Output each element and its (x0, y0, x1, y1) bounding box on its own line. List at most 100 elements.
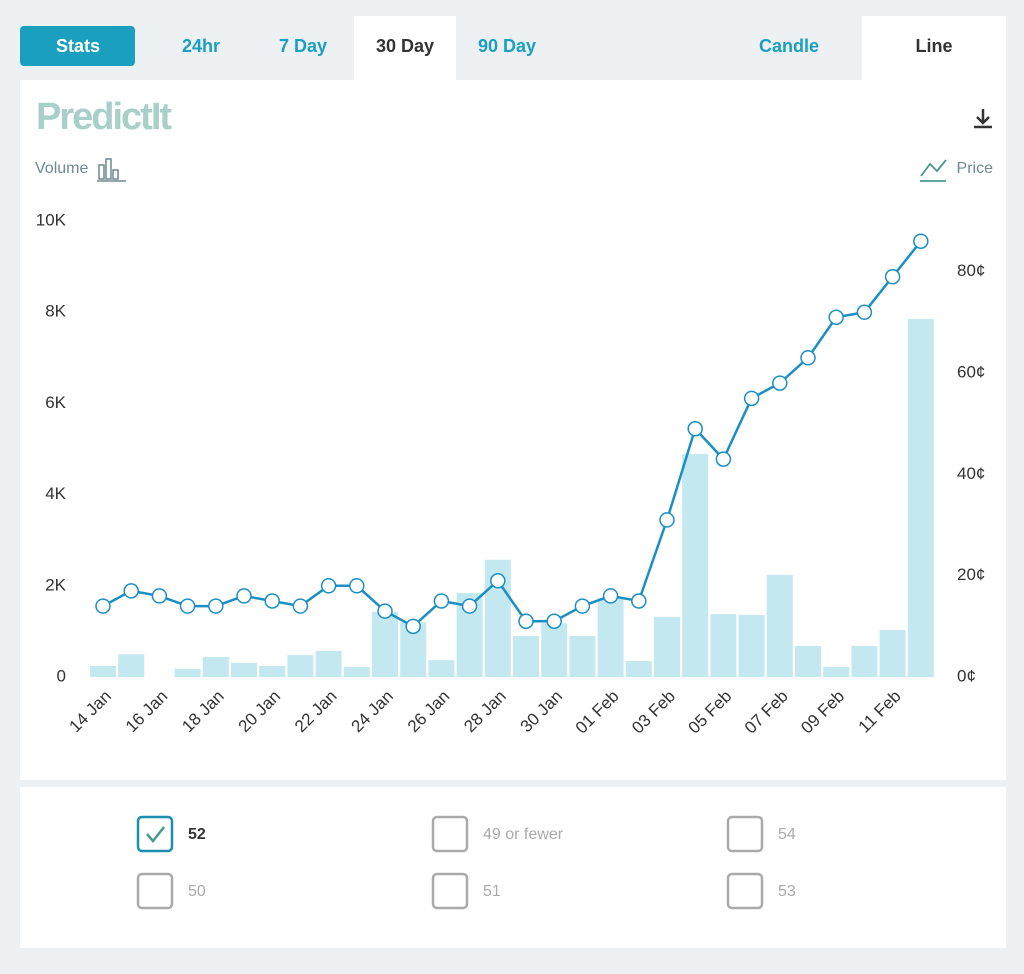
volume-bar (654, 616, 680, 677)
price-point (377, 603, 393, 619)
volume-bar (428, 660, 455, 677)
price-point (461, 598, 478, 614)
volume-bar (287, 655, 314, 677)
tab-label[interactable]: Line (915, 36, 952, 56)
volume-bar (569, 635, 596, 677)
checkbox[interactable] (726, 872, 764, 910)
tab-label[interactable]: 24hr (182, 36, 220, 56)
active-tab[interactable] (354, 16, 456, 80)
volume-bar (851, 645, 878, 677)
price-point (659, 512, 675, 528)
checkbox[interactable] (726, 815, 764, 853)
options-panel (20, 787, 1006, 948)
option-label[interactable]: 53 (778, 883, 796, 900)
logo: PredictIt (36, 96, 172, 138)
volume-bar (259, 666, 286, 677)
volume-bar (710, 614, 737, 677)
legend-label: Volume (35, 160, 88, 177)
price-point (715, 451, 732, 467)
price-point (546, 613, 562, 630)
price-point (884, 268, 901, 285)
price-point (179, 598, 196, 614)
tab-label[interactable]: 90 Day (478, 36, 536, 56)
price-point (349, 578, 365, 594)
price-point (772, 375, 788, 391)
price-point (687, 420, 703, 437)
y-tick-label: 8K (45, 302, 66, 321)
option-label[interactable]: 52 (188, 826, 206, 843)
volume-bar (823, 666, 850, 677)
volume-bar (202, 656, 229, 677)
price-point (320, 578, 337, 594)
checkmark[interactable] (146, 826, 165, 843)
volume-bar (231, 662, 257, 677)
y-tick-label: 4K (45, 484, 66, 503)
volume-icon (97, 158, 126, 182)
volume-bar (738, 614, 765, 677)
stats-label[interactable]: Stats (56, 36, 100, 56)
volume-bar (879, 630, 906, 677)
price-point (602, 588, 619, 604)
volume-bar (795, 645, 821, 677)
price-point (913, 233, 929, 250)
price-point (518, 613, 534, 630)
price-icon (920, 159, 947, 182)
volume-bar (625, 661, 652, 677)
price-point (208, 598, 224, 614)
volume-bar (90, 666, 116, 677)
option-label[interactable]: 51 (483, 883, 501, 900)
price-point (433, 593, 450, 609)
price-point (264, 593, 280, 609)
checkbox[interactable] (431, 815, 469, 853)
volume-bar (513, 635, 539, 677)
volume-bar (118, 654, 145, 677)
volume-bar (343, 666, 370, 677)
download-glyph[interactable] (974, 109, 992, 129)
volume-bar (372, 611, 398, 677)
price-point (631, 593, 647, 609)
legend-label: Price (957, 160, 994, 177)
tab-label[interactable]: Candle (759, 36, 819, 56)
checkbox[interactable] (431, 872, 469, 910)
price-point (123, 583, 139, 599)
icon-line (920, 159, 947, 182)
icon-bar (98, 164, 105, 180)
volume-bar (907, 319, 934, 677)
option-label[interactable]: 50 (188, 883, 206, 900)
icon-bar (112, 169, 119, 180)
y2-tick-label: 0¢ (957, 666, 976, 685)
checkbox[interactable] (136, 872, 174, 910)
price-point (490, 572, 506, 589)
y2-tick-label: 40¢ (957, 464, 985, 483)
option-label[interactable]: 54 (778, 826, 796, 843)
volume-bar (597, 598, 624, 677)
y-tick-label: 2K (45, 575, 66, 594)
y-tick-label: 10K (36, 210, 67, 229)
active-tab[interactable] (862, 16, 1006, 80)
volume-bar (541, 623, 568, 677)
y-tick-label: 6K (45, 393, 66, 412)
price-point (574, 598, 591, 614)
icon-bar (105, 158, 112, 180)
checkbox[interactable] (136, 815, 174, 853)
price-point (828, 309, 844, 326)
y2-tick-label: 20¢ (957, 565, 985, 584)
tab-label[interactable]: 7 Day (279, 36, 327, 56)
tab-label[interactable]: 30 Day (376, 36, 434, 56)
price-point (151, 588, 168, 604)
price-point (95, 598, 111, 614)
price-point (405, 618, 421, 635)
y2-tick-label: 60¢ (957, 362, 985, 381)
volume-bar (766, 574, 793, 677)
price-point (292, 598, 309, 614)
option-label[interactable]: 49 or fewer (483, 826, 564, 843)
download-icon[interactable] (974, 109, 992, 129)
volume-bar (682, 454, 709, 677)
y2-tick-label: 80¢ (957, 261, 985, 280)
stats-button[interactable] (20, 26, 135, 66)
volume-bar (315, 651, 342, 677)
price-point (800, 350, 816, 366)
price-point (236, 588, 252, 604)
